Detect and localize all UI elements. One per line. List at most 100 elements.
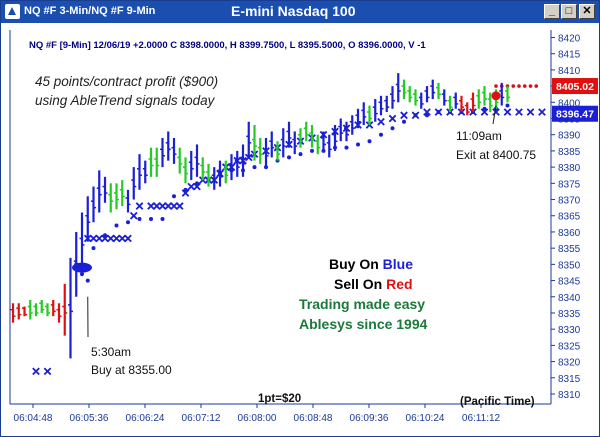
price-chart[interactable]: NQ #F [9-Min] 12/06/19 +2.0000 C 8398.00… <box>1 24 599 436</box>
chart-title: E-mini Nasdaq 100 <box>231 3 356 19</box>
y-tick-label: 8410 <box>558 66 581 77</box>
blue-trend-dot <box>413 113 418 118</box>
sell-on-legend: Sell On Red <box>334 276 413 292</box>
price-label-text: 8405.02 <box>556 81 594 93</box>
y-tick-label: 8355 <box>558 244 581 255</box>
stop-x-marker <box>503 108 512 116</box>
blue-trend-dot <box>80 272 84 277</box>
red-trend-dot <box>494 84 498 88</box>
red-trend-dot <box>517 84 521 88</box>
x-tick-label: 06:04:48 <box>14 413 53 424</box>
stop-x-marker <box>32 367 40 376</box>
x-tick-label: 06:06:24 <box>126 413 165 424</box>
x-axis-ticks: 06:04:48 06:05:36 06:06:24 06:07:12 06:08:00… <box>14 404 501 424</box>
stop-x-marker <box>135 202 144 210</box>
signal-markers <box>72 91 501 338</box>
window-title: NQ #F 3-Min/NQ #F 9-Min <box>24 5 156 17</box>
y-tick-label: 8345 <box>558 277 581 288</box>
point-value-label: 1pt=$20 <box>258 393 301 405</box>
minimize-button[interactable]: _ <box>544 4 560 19</box>
stop-x-marker <box>118 234 127 243</box>
sell-on-color: Red <box>386 276 412 292</box>
blue-trend-dot <box>402 119 406 124</box>
stop-x-marker <box>164 202 173 210</box>
blue-trend-dot <box>287 155 291 160</box>
red-trend-dot <box>528 84 533 88</box>
maximize-button[interactable]: □ <box>561 4 577 19</box>
blue-trend-dot <box>195 181 199 186</box>
app-icon <box>5 4 20 19</box>
y-tick-label: 8400 <box>558 98 581 109</box>
blue-trend-dot <box>505 103 510 108</box>
stop-x-marker <box>175 202 184 210</box>
stop-x-marker <box>515 108 523 116</box>
y-tick-label: 8365 <box>558 212 581 223</box>
x-tick-label: 06:11:12 <box>462 413 501 424</box>
buy-on-legend: Buy On Blue <box>329 256 413 272</box>
stop-x-marker <box>129 211 138 220</box>
stop-x-marker <box>152 202 161 210</box>
stop-x-marker <box>101 234 109 243</box>
stop-x-marker <box>193 182 201 191</box>
blue-trend-dot <box>436 110 441 115</box>
slogan-line-1: Trading made easy <box>299 296 425 312</box>
stop-x-marker <box>244 153 253 162</box>
blue-trend-dot <box>103 233 107 238</box>
timezone-label: (Pacific Time) <box>460 396 535 408</box>
y-tick-label: 8390 <box>558 131 581 142</box>
y-tick-label: 8320 <box>558 358 581 369</box>
y-tick-label: 8330 <box>558 325 581 336</box>
y-tick-label: 8315 <box>558 374 581 385</box>
stop-x-marker <box>124 234 132 243</box>
title-bar[interactable]: NQ #F 3-Min/NQ #F 9-Min E-mini Nasdaq 10… <box>1 1 599 23</box>
blue-trend-dot <box>85 278 90 283</box>
stop-x-marker <box>187 182 196 191</box>
y-tick-label: 8375 <box>558 179 581 190</box>
blue-trend-dot <box>91 246 96 251</box>
blue-trend-dot <box>114 223 119 228</box>
close-button[interactable]: ✕ <box>579 4 595 19</box>
info-line: NQ #F [9-Min] 12/06/19 +2.0000 C 8398.00… <box>29 40 426 51</box>
stop-x-marker <box>492 108 500 116</box>
red-trend-dot <box>511 84 516 88</box>
y-tick-label: 8415 <box>558 50 581 61</box>
price-label-box <box>552 105 598 122</box>
profit-line-1: 45 points/contract profit ($900) <box>35 74 218 89</box>
blue-trend-dot <box>367 139 372 144</box>
chart-background <box>1 24 599 436</box>
stop-x-marker <box>95 234 104 243</box>
y-tick-label: 8380 <box>558 163 581 174</box>
blue-trend-dot <box>344 145 349 150</box>
y-axis-ticks: 8310 8315 8320 8325 8330 8335 8340 8345 8350 8355… <box>551 33 581 401</box>
blue-trend-dot <box>482 106 487 111</box>
blue-trend-dot <box>425 113 429 118</box>
blue-trend-dot <box>252 165 257 170</box>
exit-callout-line <box>492 105 497 125</box>
sell-on-text: Sell On <box>334 276 386 292</box>
y-tick-label: 8385 <box>558 147 581 158</box>
stop-x-marker <box>526 108 535 116</box>
buy-on-text: Buy On <box>329 256 383 272</box>
blue-trend-dot <box>356 142 360 147</box>
exit-price-label: Exit at 8400.75 <box>456 148 536 162</box>
blue-trend-dot <box>149 216 153 221</box>
stop-x-marker <box>377 117 385 126</box>
y-tick-label: 8335 <box>558 309 581 320</box>
stop-x-marker <box>89 234 98 243</box>
stop-x-marker <box>181 189 190 197</box>
y-tick-label: 8325 <box>558 341 581 352</box>
buy-time-label: 5:30am <box>91 345 131 359</box>
stop-x-marker <box>538 108 546 116</box>
x-tick-label: 06:08:00 <box>238 413 277 424</box>
entry-signal-marker <box>72 262 92 273</box>
x-tick-label: 06:09:36 <box>350 413 389 424</box>
stop-x-marker <box>43 367 52 376</box>
blue-trend-dot <box>172 194 176 199</box>
y-tick-label: 8310 <box>558 390 581 401</box>
x-tick-label: 06:07:12 <box>182 413 221 424</box>
blue-trend-dot <box>126 220 130 225</box>
stop-x-marker <box>400 111 408 120</box>
stop-x-marker <box>158 202 167 210</box>
blue-trend-dot <box>183 187 188 192</box>
